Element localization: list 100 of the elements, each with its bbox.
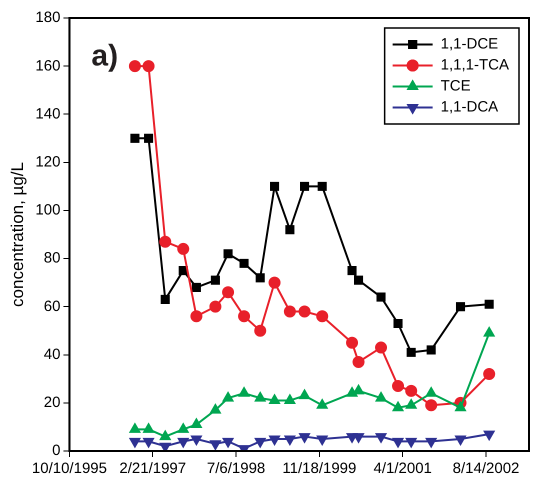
point	[284, 435, 296, 445]
point	[300, 182, 310, 191]
legend-label: TCE	[440, 78, 471, 95]
point	[160, 294, 170, 304]
point	[144, 134, 154, 143]
point	[209, 300, 222, 313]
legend-label: 1,1,1-TCA	[440, 56, 509, 74]
point	[284, 305, 296, 318]
point	[191, 418, 202, 428]
point	[268, 276, 281, 289]
point	[142, 60, 155, 72]
point	[426, 345, 436, 354]
point	[455, 402, 466, 412]
y-tick-label: 180	[35, 9, 60, 26]
x-tick-label: 10/10/1995	[32, 460, 107, 478]
point	[128, 60, 141, 72]
point	[353, 433, 364, 443]
y-tick-label: 20	[44, 394, 60, 412]
y-axis-title: concentration, µg/L	[8, 162, 27, 307]
point	[348, 266, 357, 276]
point	[192, 282, 201, 292]
y-tick-label: 100	[35, 202, 60, 219]
x-tick-label: 8/14/2002	[452, 460, 520, 478]
point	[254, 324, 266, 337]
point	[353, 384, 364, 394]
point	[455, 435, 466, 445]
point	[190, 310, 202, 322]
point	[238, 310, 250, 322]
point	[222, 392, 234, 402]
x-tick-label: 2/21/1997	[119, 460, 186, 478]
annotation: a)	[91, 39, 118, 72]
point	[392, 380, 404, 392]
point	[375, 342, 388, 354]
legend-label: 1,1-DCA	[440, 98, 498, 116]
point	[238, 387, 250, 397]
point	[210, 440, 221, 450]
point	[392, 402, 404, 412]
x-tick-label: 7/6/1998	[206, 460, 266, 478]
point	[425, 399, 438, 412]
point	[376, 292, 386, 302]
point	[376, 433, 386, 443]
point	[130, 423, 140, 433]
point	[284, 394, 296, 404]
point	[299, 390, 310, 400]
point	[346, 336, 358, 349]
point	[269, 394, 280, 404]
point	[285, 225, 294, 234]
point	[405, 384, 418, 397]
point	[160, 442, 171, 451]
point	[392, 438, 404, 448]
point	[426, 387, 437, 397]
point	[376, 392, 386, 402]
point	[484, 430, 495, 440]
y-tick-label: 0	[52, 442, 60, 460]
y-tick-label: 60	[44, 298, 60, 315]
point	[130, 438, 140, 448]
point	[354, 276, 364, 285]
y-tick-label: 80	[44, 250, 60, 267]
point	[316, 399, 328, 409]
point	[426, 438, 437, 448]
point	[406, 399, 417, 409]
point	[178, 266, 188, 276]
point	[318, 182, 327, 191]
point	[256, 273, 265, 282]
point	[270, 182, 280, 191]
point	[316, 310, 328, 322]
y-tick-label: 140	[35, 105, 60, 122]
point	[254, 438, 266, 448]
x-tick-label: 4/1/2001	[373, 460, 432, 478]
point	[240, 258, 249, 268]
point	[178, 438, 189, 448]
y-tick-label: 120	[35, 153, 60, 170]
point	[456, 302, 466, 312]
point	[269, 435, 280, 445]
point	[406, 438, 417, 448]
point	[143, 423, 154, 433]
y-tick-label: 40	[44, 346, 60, 363]
point	[159, 236, 172, 248]
point	[298, 305, 311, 318]
point	[130, 134, 140, 143]
point	[178, 423, 189, 433]
point	[299, 433, 310, 443]
point	[224, 249, 233, 258]
y-tick-label: 160	[35, 57, 60, 74]
point	[210, 404, 221, 414]
point	[191, 435, 202, 445]
point	[177, 242, 190, 255]
point	[406, 348, 416, 357]
point	[483, 368, 496, 380]
point	[316, 435, 328, 445]
point	[143, 438, 154, 448]
point	[160, 430, 171, 440]
x-tick-label: 11/18/1999	[282, 460, 356, 478]
legend-label: 1,1-DCE	[440, 36, 498, 53]
point	[222, 286, 234, 298]
point	[222, 438, 234, 448]
point	[393, 318, 403, 328]
point	[484, 300, 494, 309]
point	[210, 276, 220, 285]
point	[254, 392, 266, 402]
